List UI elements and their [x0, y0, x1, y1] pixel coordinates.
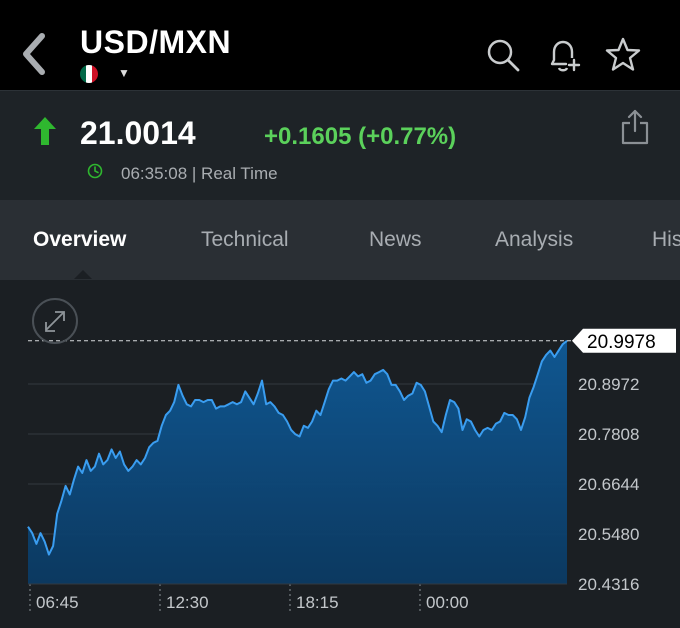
clock-icon — [87, 163, 103, 179]
y-tick-label: 20.4316 — [578, 575, 639, 594]
tab-overview[interactable]: Overview — [33, 228, 127, 251]
x-tick-label: 12:30 — [166, 593, 209, 612]
area-fill — [28, 340, 567, 584]
last-price: 21.0014 — [80, 115, 196, 151]
up-arrow-icon — [34, 117, 56, 145]
expand-chart-button[interactable] — [32, 298, 78, 344]
y-tick-label: 20.8972 — [578, 375, 639, 394]
page-title: USD/MXN — [80, 24, 232, 60]
tab-news[interactable]: News — [369, 228, 422, 251]
tab-technical[interactable]: Technical — [201, 228, 289, 251]
x-tick-label: 18:15 — [296, 593, 339, 612]
tab-analysis[interactable]: Analysis — [495, 228, 574, 251]
price-change: +0.1605 (+0.77%) — [264, 123, 457, 150]
last-value-label: 20.9978 — [587, 332, 656, 353]
last-value-tag — [572, 328, 676, 353]
quote-panel: 21.0014 +0.1605 (+0.77%) 06:35:08 | Real… — [0, 90, 680, 201]
tab-bar: Overview Technical News Analysis His — [0, 200, 680, 280]
back-chevron-icon[interactable] — [16, 30, 52, 78]
star-icon[interactable] — [604, 36, 642, 74]
active-tab-indicator — [74, 270, 92, 279]
x-tick-label: 06:45 — [36, 593, 79, 612]
y-tick-label: 20.5480 — [578, 525, 639, 544]
y-tick-label: 20.6644 — [578, 475, 639, 494]
tab-historical[interactable]: His — [652, 228, 680, 251]
search-icon[interactable] — [484, 36, 522, 74]
chevron-down-icon[interactable]: ▼ — [118, 66, 130, 80]
x-tick-label: 00:00 — [426, 593, 469, 612]
expand-arrows-icon — [45, 311, 65, 332]
add-alert-bell-icon[interactable] — [544, 36, 582, 74]
series-line — [27, 340, 568, 556]
quote-timestamp: 06:35:08 | Real Time — [121, 164, 278, 183]
top-bar: USD/MXN ▼ — [0, 0, 680, 90]
y-tick-label: 20.7808 — [578, 425, 639, 444]
share-icon[interactable] — [620, 109, 650, 145]
mexico-flag-icon — [80, 65, 98, 83]
